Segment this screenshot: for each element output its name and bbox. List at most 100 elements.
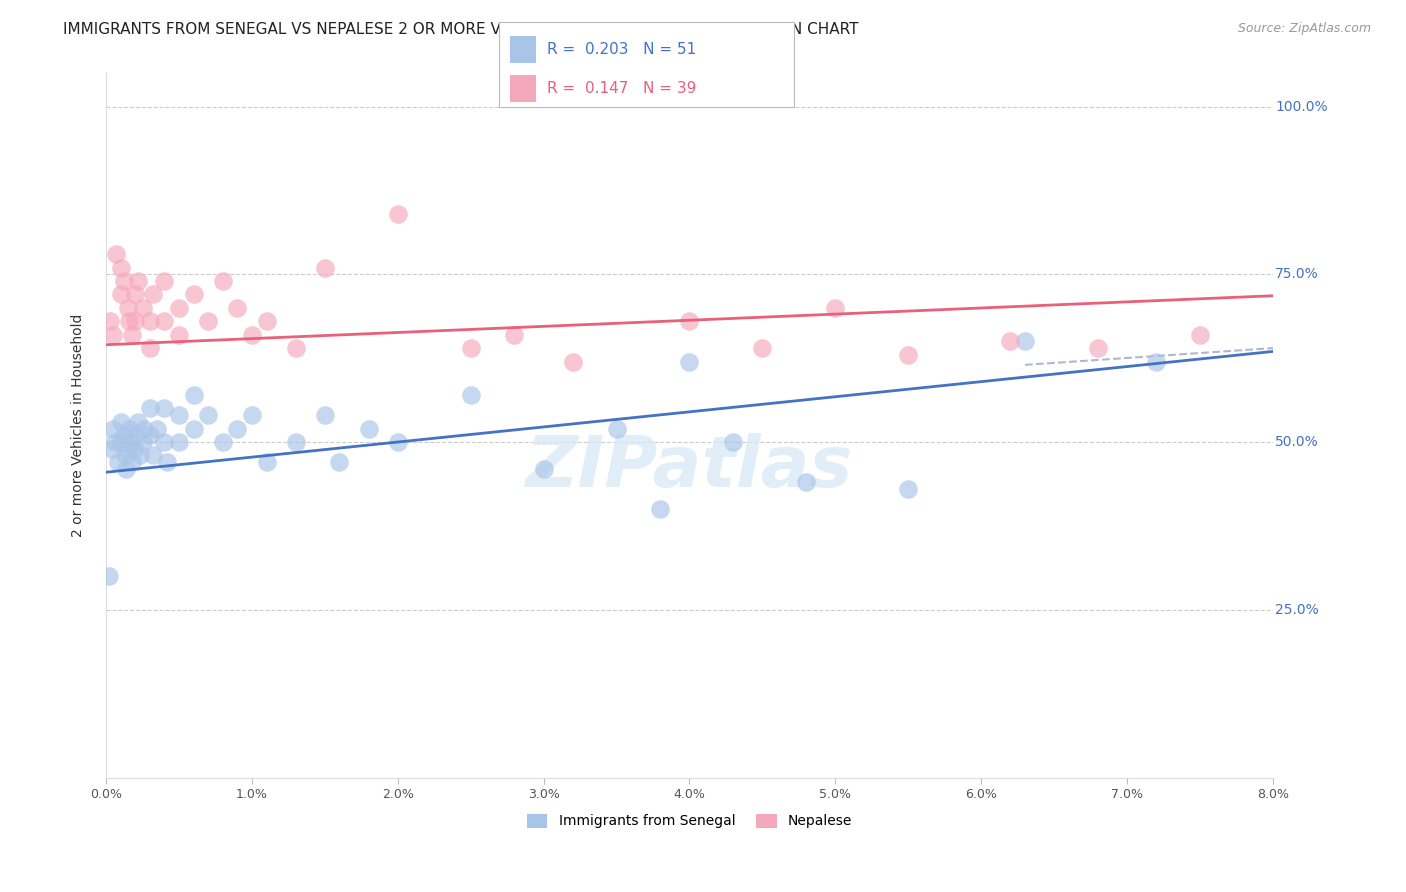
Point: [183, 422, 205, 436]
Point: [139, 314, 162, 328]
Point: [132, 422, 155, 436]
Point: [156, 455, 179, 469]
Point: [110, 435, 132, 450]
Point: [284, 435, 307, 450]
Point: [284, 341, 307, 355]
Point: [114, 449, 136, 463]
Point: [197, 408, 219, 422]
Text: R =  0.147   N = 39: R = 0.147 N = 39: [547, 81, 696, 96]
Point: [824, 301, 846, 315]
Point: [723, 435, 745, 450]
Point: [118, 314, 141, 328]
Point: [103, 327, 125, 342]
Point: [167, 435, 190, 450]
Point: [167, 301, 190, 315]
Point: [897, 348, 920, 362]
Point: [328, 455, 350, 469]
Point: [124, 314, 146, 328]
Point: [314, 408, 336, 422]
Point: [183, 287, 205, 301]
Point: [357, 422, 380, 436]
Text: IMMIGRANTS FROM SENEGAL VS NEPALESE 2 OR MORE VEHICLES IN HOUSEHOLD CORRELATION : IMMIGRANTS FROM SENEGAL VS NEPALESE 2 OR…: [63, 22, 859, 37]
Point: [124, 442, 146, 456]
Point: [387, 435, 409, 450]
Point: [115, 462, 138, 476]
Text: 75.0%: 75.0%: [1275, 268, 1319, 281]
Point: [1000, 334, 1022, 349]
Point: [100, 314, 122, 328]
Point: [142, 449, 165, 463]
Point: [1087, 341, 1109, 355]
Point: [153, 274, 176, 288]
Point: [139, 428, 162, 442]
Point: [110, 260, 132, 275]
Point: [120, 435, 142, 450]
Point: [167, 408, 190, 422]
Point: [153, 401, 176, 416]
Point: [142, 287, 165, 301]
Point: [153, 314, 176, 328]
Point: [167, 327, 190, 342]
Point: [127, 274, 149, 288]
Point: [121, 327, 143, 342]
Point: [139, 401, 162, 416]
Point: [117, 301, 139, 315]
Point: [226, 422, 249, 436]
Point: [112, 274, 135, 288]
Point: [460, 341, 482, 355]
Point: [124, 428, 146, 442]
Point: [118, 422, 141, 436]
Point: [110, 287, 132, 301]
Point: [117, 442, 139, 456]
Point: [107, 455, 129, 469]
Point: [211, 435, 233, 450]
Text: Source: ZipAtlas.com: Source: ZipAtlas.com: [1237, 22, 1371, 36]
Point: [460, 388, 482, 402]
Point: [240, 327, 263, 342]
Point: [104, 435, 127, 450]
Point: [105, 247, 128, 261]
Legend: Immigrants from Senegal, Nepalese: Immigrants from Senegal, Nepalese: [522, 808, 858, 834]
Point: [124, 287, 146, 301]
Point: [794, 475, 817, 490]
Point: [240, 408, 263, 422]
Point: [127, 415, 149, 429]
Point: [131, 301, 153, 315]
Text: 50.0%: 50.0%: [1275, 435, 1319, 449]
Y-axis label: 2 or more Vehicles in Household: 2 or more Vehicles in Household: [72, 314, 86, 537]
Point: [139, 341, 162, 355]
Point: [606, 422, 628, 436]
Point: [897, 482, 920, 496]
Point: [751, 341, 773, 355]
Point: [314, 260, 336, 275]
Point: [131, 435, 153, 450]
Point: [98, 569, 121, 583]
Point: [103, 422, 125, 436]
Text: 25.0%: 25.0%: [1275, 603, 1319, 616]
Point: [101, 442, 124, 456]
Point: [650, 502, 672, 516]
Point: [128, 449, 150, 463]
Point: [226, 301, 249, 315]
Point: [387, 207, 409, 221]
Point: [183, 388, 205, 402]
Text: R =  0.203   N = 51: R = 0.203 N = 51: [547, 42, 696, 57]
Point: [1188, 327, 1211, 342]
Point: [678, 314, 700, 328]
Point: [503, 327, 526, 342]
Point: [110, 415, 132, 429]
Text: 100.0%: 100.0%: [1275, 100, 1327, 113]
Text: ZIPatlas: ZIPatlas: [526, 433, 853, 502]
Point: [533, 462, 555, 476]
Point: [112, 428, 135, 442]
Point: [678, 354, 700, 368]
Point: [1014, 334, 1036, 349]
Point: [121, 455, 143, 469]
Point: [256, 314, 278, 328]
Point: [146, 422, 169, 436]
Point: [197, 314, 219, 328]
Point: [561, 354, 583, 368]
Point: [256, 455, 278, 469]
Point: [1144, 354, 1167, 368]
Point: [211, 274, 233, 288]
